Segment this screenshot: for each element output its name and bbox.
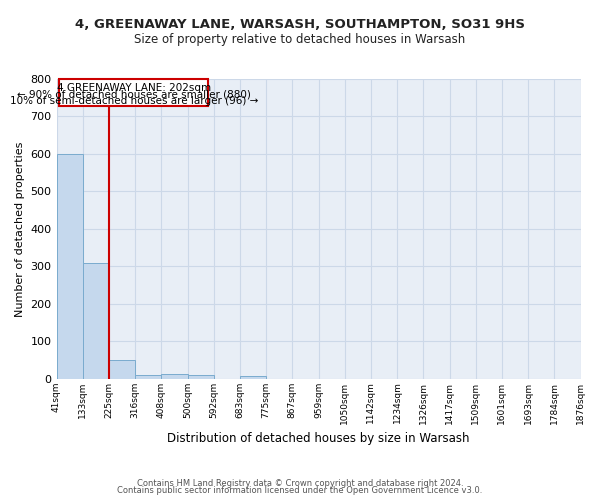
Bar [83,262,109,379]
Text: ← 90% of detached houses are smaller (880): ← 90% of detached houses are smaller (88… [17,90,251,100]
X-axis label: Distribution of detached houses by size in Warsash: Distribution of detached houses by size … [167,432,470,445]
Bar [135,375,161,379]
Text: 4, GREENAWAY LANE, WARSASH, SOUTHAMPTON, SO31 9HS: 4, GREENAWAY LANE, WARSASH, SOUTHAMPTON,… [75,18,525,30]
Text: 10% of semi-detached houses are larger (96) →: 10% of semi-detached houses are larger (… [10,96,258,106]
Bar [188,375,214,379]
Text: 4 GREENAWAY LANE: 202sqm: 4 GREENAWAY LANE: 202sqm [57,82,211,92]
FancyBboxPatch shape [59,79,208,106]
Bar [240,376,266,379]
Text: Contains public sector information licensed under the Open Government Licence v3: Contains public sector information licen… [118,486,482,495]
Y-axis label: Number of detached properties: Number of detached properties [15,141,25,316]
Text: Size of property relative to detached houses in Warsash: Size of property relative to detached ho… [134,32,466,46]
Bar [161,374,188,379]
Bar [56,154,83,379]
Bar [109,360,135,379]
Text: Contains HM Land Registry data © Crown copyright and database right 2024.: Contains HM Land Registry data © Crown c… [137,478,463,488]
